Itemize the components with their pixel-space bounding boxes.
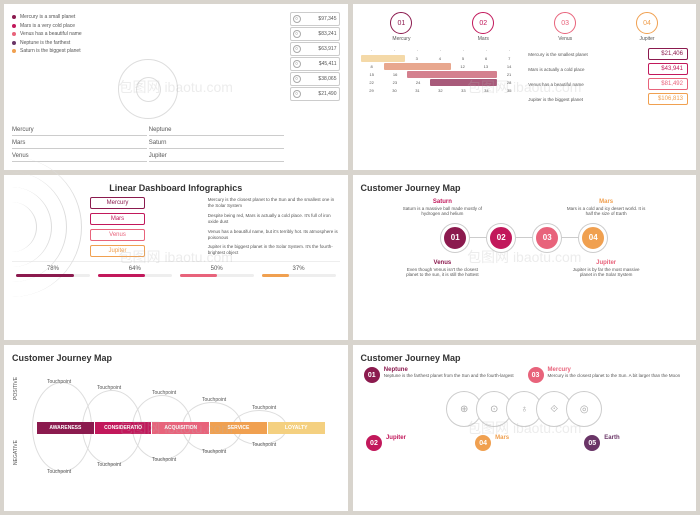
touchpoint: Touchpoint: [247, 405, 276, 411]
funnel-button: Mars: [90, 213, 145, 225]
step-row: 01Mercury 02Mars 03Venus 04Jupiter: [361, 12, 689, 42]
desc-item: Saturn is the biggest planet: [12, 48, 284, 55]
callout: 04Mars: [475, 435, 573, 451]
axis-negative: NEGATIVE: [13, 440, 19, 465]
s1-desc-list: Mercury is a small planet Mars is a very …: [12, 14, 284, 55]
callout: 01NeptuneNeptune is the farthest planet …: [364, 367, 521, 383]
icon-circle: ◎: [566, 391, 602, 427]
planet-label: Mars: [12, 138, 147, 149]
top-callouts: SaturnSaturn is a massive ball made most…: [361, 199, 689, 216]
funnel-descs: Mercury is the closest planet to the Sun…: [208, 197, 340, 257]
funnel-desc: Mercury is the closest planet to the Sun…: [208, 197, 340, 209]
value-item: Mercury is the smallest planet$21,406: [528, 48, 688, 60]
callout: SaturnSaturn is a massive ball made most…: [402, 199, 482, 216]
desc-item: Neptune is the farthest: [12, 40, 284, 47]
s1-labels: MercuryNeptuneMarsSaturnVenusJupiter: [12, 125, 284, 162]
funnel-button: Venus: [90, 229, 145, 241]
wheel-chart: [118, 59, 178, 119]
chain-node: 03: [533, 224, 561, 252]
touchpoint: Touchpoint: [147, 457, 176, 463]
price-list: ○$97,345○$83,241○$63,917○$45,411○$38,065…: [290, 12, 340, 162]
value-item: Jupiter is the biggest planet$106,813: [528, 93, 688, 105]
touchpoint: Touchpoint: [197, 449, 226, 455]
value-item: Venus has a beautiful name$81,492: [528, 78, 688, 90]
price-item: ○$45,411: [290, 57, 340, 71]
planet-label: Saturn: [149, 138, 284, 149]
stage-bar: AWARENESSCONSIDERATIOACQUISITIONSERVICEL…: [37, 422, 325, 434]
callout: 05Earth: [584, 435, 682, 451]
slide-title: Customer Journey Map: [361, 353, 689, 363]
callout: VenusEven though Venus isn't the closest…: [402, 260, 482, 277]
touchpoint: Touchpoint: [42, 379, 71, 385]
progress-item: 50%: [176, 266, 258, 277]
bottom-callouts: VenusEven though Venus isn't the closest…: [361, 260, 689, 277]
funnel-arcs: [12, 197, 82, 257]
slide-1: Mercury is a small planet Mars is a very …: [4, 4, 348, 170]
chain-node: 01: [441, 224, 469, 252]
node-chain: 01 02 03 04: [361, 224, 689, 252]
step-item: 03Venus: [554, 12, 576, 42]
touchpoint: Touchpoint: [147, 390, 176, 396]
slide-6: Customer Journey Map 01NeptuneNeptune is…: [353, 345, 697, 511]
step-item: 02Mars: [472, 12, 494, 42]
desc-item: Venus has a beautiful name: [12, 31, 284, 38]
desc-item: Mars is a very cold place: [12, 23, 284, 30]
touchpoint: Touchpoint: [247, 442, 276, 448]
funnel-button: Jupiter: [90, 245, 145, 257]
price-item: ○$38,065: [290, 72, 340, 86]
stage-label: ACQUISITION: [152, 422, 209, 434]
touchpoint: Touchpoint: [197, 397, 226, 403]
stage-label: AWARENESS: [37, 422, 94, 434]
funnel-desc: Jupiter is the biggest planet in the Sol…: [208, 244, 340, 256]
top-row: 01NeptuneNeptune is the farthest planet …: [361, 367, 689, 383]
slide-2: 01Mercury 02Mars 03Venus 04Jupiter ·······3…: [353, 4, 697, 170]
stage-label: SERVICE: [210, 422, 267, 434]
touchpoint: Touchpoint: [92, 462, 121, 468]
stage-label: LOYALTY: [268, 422, 325, 434]
value-item: Mars is actually a cold place$43,941: [528, 63, 688, 75]
calendar-gantt: ·······345678121314151621222324282930313…: [361, 48, 521, 105]
planet-label: Jupiter: [149, 151, 284, 162]
callout: 02Jupiter: [366, 435, 464, 451]
stage-label: CONSIDERATIO: [95, 422, 152, 434]
funnel-buttons: Mercury Mars Venus Jupiter: [90, 197, 200, 257]
value-list: Mercury is the smallest planet$21,406 Mar…: [528, 48, 688, 105]
callout: 03MercuryMercury is the closest planet t…: [528, 367, 685, 383]
price-item: ○$21,490: [290, 87, 340, 101]
planet-label: Mercury: [12, 125, 147, 136]
progress-item: 64%: [94, 266, 176, 277]
slide-title: Customer Journey Map: [12, 353, 340, 363]
step-item: 04Jupiter: [636, 12, 658, 42]
slide-5: Customer Journey Map POSITIVE NEGATIVE T…: [4, 345, 348, 511]
touchpoint: Touchpoint: [42, 469, 71, 475]
step-item: 01Mercury: [390, 12, 412, 42]
funnel-button: Mercury: [90, 197, 145, 209]
slide-4: Customer Journey Map SaturnSaturn is a m…: [353, 175, 697, 341]
price-item: ○$97,345: [290, 12, 340, 26]
progress-item: 37%: [258, 266, 340, 277]
axis-positive: POSITIVE: [13, 377, 19, 400]
chain-node: 04: [579, 224, 607, 252]
funnel-desc: Despite being red, Mars is actually a co…: [208, 213, 340, 225]
slide-title: Customer Journey Map: [361, 183, 689, 193]
desc-item: Mercury is a small planet: [12, 14, 284, 21]
callout: JupiterJupiter is by far the most massiv…: [566, 260, 646, 277]
bottom-row: 02Jupiter 04Mars 05Earth: [361, 435, 689, 451]
slide-grid: Mercury is a small planet Mars is a very …: [4, 4, 696, 511]
chain-node: 02: [487, 224, 515, 252]
circle-chain: ⊕⊙♁⟐◎: [361, 391, 689, 427]
price-item: ○$63,917: [290, 42, 340, 56]
slide-3: Linear Dashboard Infographics MercuryMar…: [4, 175, 348, 341]
funnel-desc: Venus has a beautiful name, but it's ter…: [208, 229, 340, 241]
planet-label: Neptune: [149, 125, 284, 136]
callout: MarsMars is a cold and icy desert world.…: [566, 199, 646, 216]
touchpoint: Touchpoint: [92, 385, 121, 391]
price-item: ○$83,241: [290, 27, 340, 41]
